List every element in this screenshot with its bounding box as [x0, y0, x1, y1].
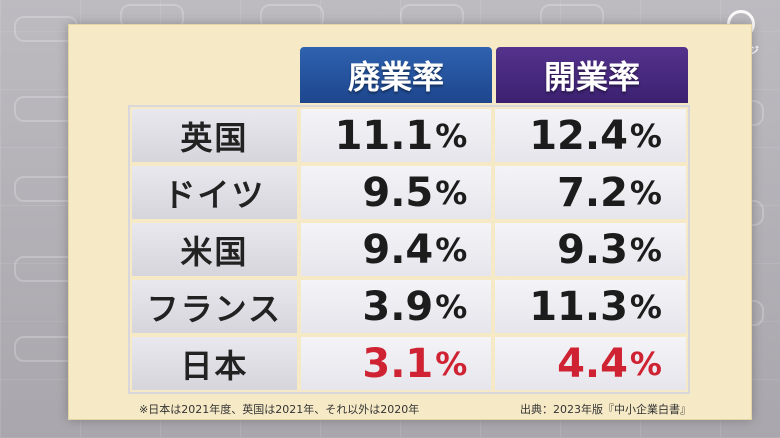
footnote: ※日本は2021年度、英国は2021年、それ以外は2020年 [139, 403, 420, 416]
source-citation: 出典：2023年版『中小企業白書』 [520, 403, 691, 416]
table-row: 英国 11.1% 12.4% [130, 107, 688, 164]
opening-rate-cell: 12.4% [493, 107, 688, 164]
country-label: 英国 [130, 107, 299, 164]
country-label: 日本 [130, 335, 299, 392]
table-row: 米国 9.4% 9.3% [130, 221, 688, 278]
header-closure-rate: 廃業率 [298, 45, 494, 105]
country-label: 米国 [130, 221, 299, 278]
header-opening-rate: 開業率 [494, 45, 690, 105]
rate-table: 廃業率 開業率 英国 11.1% 12.4% ドイツ 9.5% 7.2% 米国 … [128, 45, 690, 394]
table-body: 英国 11.1% 12.4% ドイツ 9.5% 7.2% 米国 9.4% 9.3… [128, 105, 690, 394]
country-label: ドイツ [130, 164, 299, 221]
closure-rate-cell: 3.1% [298, 335, 494, 392]
opening-rate-cell: 11.3% [493, 278, 688, 335]
closure-rate-cell: 3.9% [298, 278, 494, 335]
table-header-row: 廃業率 開業率 [128, 45, 690, 105]
closure-rate-cell: 9.4% [298, 221, 494, 278]
opening-rate-cell: 7.2% [493, 164, 688, 221]
opening-rate-cell: 4.4% [493, 335, 688, 392]
info-panel: 廃業率 開業率 英国 11.1% 12.4% ドイツ 9.5% 7.2% 米国 … [68, 24, 752, 420]
table-row: フランス 3.9% 11.3% [130, 278, 688, 335]
closure-rate-cell: 11.1% [298, 107, 494, 164]
table-row: 日本 3.1% 4.4% [130, 335, 688, 392]
opening-rate-cell: 9.3% [493, 221, 688, 278]
closure-rate-cell: 9.5% [298, 164, 494, 221]
table-row: ドイツ 9.5% 7.2% [130, 164, 688, 221]
country-label: フランス [130, 278, 299, 335]
